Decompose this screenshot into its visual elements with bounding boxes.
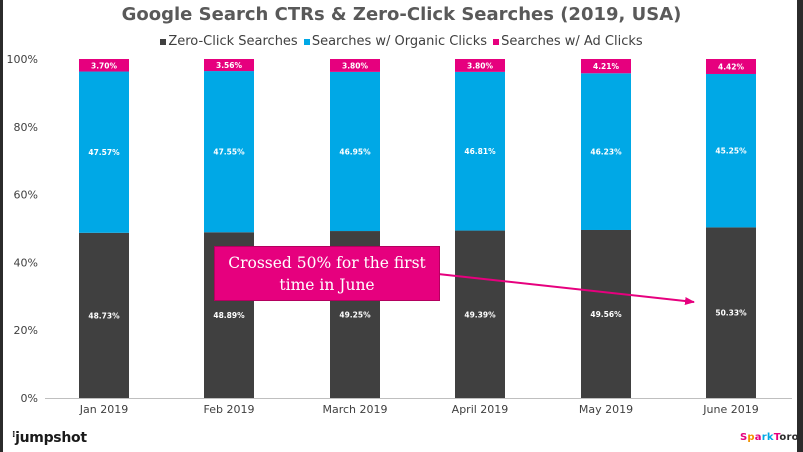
x-tick-label: Feb 2019 [204, 403, 255, 416]
sparktoro-logo-letter: k [766, 432, 774, 443]
data-label-zero-click: 49.56% [590, 310, 622, 319]
bar-segment-ad [330, 59, 380, 72]
bar-segment-zero-click [79, 232, 129, 398]
x-tick-label: April 2019 [452, 403, 509, 416]
data-label-organic: 46.23% [590, 148, 622, 157]
data-label-zero-click: 48.89% [213, 311, 245, 320]
legend-label-ad: Searches w/ Ad Clicks [501, 34, 643, 49]
bar-segment-ad [706, 59, 756, 74]
data-label-zero-click: 49.25% [339, 311, 371, 320]
data-label-organic: 45.25% [715, 147, 747, 156]
y-tick-label: 0% [21, 392, 38, 405]
bar-segment-organic [706, 73, 756, 228]
legend-item-ad: Searches w/ Ad Clicks [493, 34, 643, 49]
legend-swatch-ad [493, 38, 500, 45]
legend-label-zero-click: Zero-Click Searches [168, 34, 298, 49]
sparktoro-logo-letter: p [747, 432, 755, 443]
jumpshot-logo: ⁞jumpshot [12, 430, 87, 446]
jumpshot-logo-text: jumpshot [15, 430, 87, 446]
data-label-zero-click: 50.33% [715, 309, 747, 318]
sparktoro-logo-letter: S [740, 432, 748, 443]
x-tick-label: March 2019 [322, 403, 387, 416]
data-label-ad: 3.70% [91, 61, 118, 70]
data-label-organic: 47.55% [213, 148, 245, 157]
sparktoro-logo: SparkToro [740, 432, 799, 443]
sparktoro-logo-letter: T [773, 432, 780, 443]
legend-item-zero-click: Zero-Click Searches [160, 34, 298, 49]
sparktoro-logo-letter: r [786, 432, 792, 443]
bar-segment-ad [204, 59, 254, 72]
data-label-ad: 3.56% [216, 61, 243, 70]
data-label-ad: 3.80% [342, 61, 369, 70]
x-tick-label: Jan 2019 [79, 403, 128, 416]
bar-segment-organic [455, 71, 505, 231]
y-tick-label: 60% [14, 189, 38, 202]
y-tick-label: 40% [14, 256, 38, 269]
sparktoro-logo-letter: a [754, 432, 762, 443]
sparktoro-logo-letter: r [761, 432, 767, 443]
legend-label-organic: Searches w/ Organic Clicks [311, 34, 488, 49]
bar-segment-ad [79, 59, 129, 72]
data-label-ad: 3.80% [467, 61, 494, 70]
x-tick-label: June 2019 [702, 403, 758, 416]
left-frame-border [0, 0, 3, 452]
bar-segment-organic [79, 71, 129, 233]
chart-title: Google Search CTRs & Zero-Click Searches… [121, 4, 682, 25]
sparktoro-logo-letter: o [791, 432, 799, 443]
y-tick-label: 20% [14, 324, 38, 337]
bar-segment-organic [204, 71, 254, 233]
bar-segment-zero-click [455, 230, 505, 398]
data-label-organic: 46.81% [464, 147, 496, 156]
bar-segment-organic [581, 73, 631, 230]
bar-segment-ad [581, 59, 631, 74]
y-tick-label: 80% [14, 121, 38, 134]
jumpshot-logo-mark: ⁞ [12, 430, 16, 440]
sparktoro-logo-letter: o [779, 432, 787, 443]
annotation-callout: Crossed 50% for the first time in June [214, 246, 440, 301]
data-label-organic: 47.57% [88, 148, 120, 157]
legend-swatch-zero-click [160, 38, 167, 45]
chart-legend: Zero-Click Searches Searches w/ Organic … [0, 34, 803, 49]
bar-segment-zero-click [581, 229, 631, 398]
data-label-ad: 4.42% [718, 62, 745, 71]
bar-segment-organic [330, 71, 380, 232]
legend-item-organic: Searches w/ Organic Clicks [303, 34, 488, 49]
y-tick-label: 100% [7, 53, 38, 66]
data-label-zero-click: 49.39% [464, 310, 496, 319]
data-label-organic: 46.95% [339, 147, 371, 156]
annotation-arrow [437, 273, 695, 305]
bar-segment-ad [455, 59, 505, 72]
bar-segment-zero-click [706, 227, 756, 398]
data-label-ad: 4.21% [593, 62, 620, 71]
x-tick-label: May 2019 [579, 403, 633, 416]
right-frame-border [797, 0, 803, 452]
data-label-zero-click: 48.73% [88, 311, 120, 320]
legend-swatch-organic [303, 38, 310, 45]
